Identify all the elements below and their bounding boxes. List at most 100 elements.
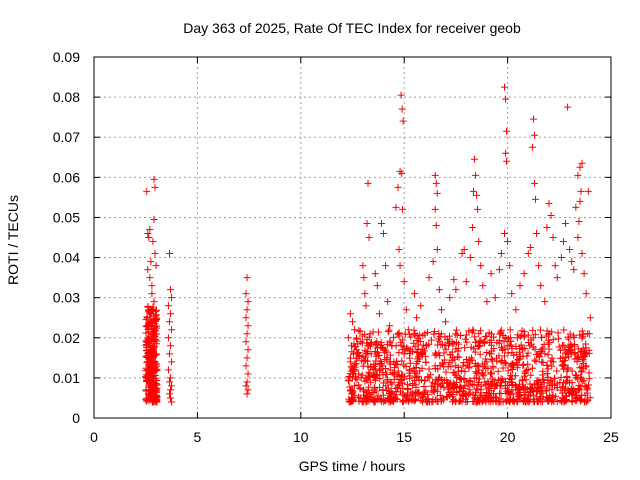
data-point — [455, 344, 463, 352]
data-point — [144, 338, 152, 346]
data-point — [577, 396, 585, 404]
data-point — [471, 348, 479, 356]
data-point — [452, 286, 460, 294]
data-point — [537, 348, 545, 356]
data-point — [411, 377, 419, 385]
data-point — [433, 246, 441, 254]
data-point — [575, 386, 583, 394]
data-point — [149, 303, 157, 311]
data-point — [402, 363, 410, 371]
data-point — [149, 326, 157, 334]
data-point — [468, 223, 476, 231]
data-point — [524, 250, 532, 258]
data-point — [515, 393, 523, 401]
plot-frame — [93, 56, 612, 419]
data-point — [516, 282, 524, 290]
x-tick-labels: 0 5 10 15 20 25 — [90, 429, 619, 445]
data-point — [463, 338, 471, 346]
data-point — [481, 392, 489, 400]
y-tick-label: 0.02 — [53, 330, 80, 346]
data-point — [484, 364, 492, 372]
data-point — [430, 330, 438, 338]
data-point — [412, 395, 420, 403]
data-point — [473, 369, 481, 377]
data-point — [429, 378, 437, 386]
data-point — [575, 353, 583, 361]
data-point — [148, 282, 156, 290]
data-point — [483, 332, 491, 340]
data-point — [147, 369, 155, 377]
data-point — [564, 386, 572, 394]
data-point — [492, 397, 500, 405]
data-point — [576, 197, 584, 205]
data-point — [520, 328, 528, 336]
data-point — [410, 396, 418, 404]
data-point — [571, 349, 579, 357]
data-point — [411, 290, 419, 298]
data-point — [439, 360, 447, 368]
data-point — [453, 338, 461, 346]
data-point — [425, 365, 433, 373]
data-point — [384, 298, 392, 306]
data-point — [372, 374, 380, 382]
data-point — [448, 348, 456, 356]
data-point — [149, 362, 157, 370]
data-point — [244, 346, 252, 354]
data-point — [146, 274, 154, 282]
x-tick-label: 10 — [293, 429, 309, 445]
data-point — [528, 143, 536, 151]
data-point — [153, 311, 161, 319]
data-point — [382, 262, 390, 270]
data-point — [479, 370, 487, 378]
data-point — [563, 377, 571, 385]
data-point — [574, 353, 582, 361]
data-point — [497, 358, 505, 366]
data-point — [475, 342, 483, 350]
data-point — [498, 346, 506, 354]
data-point — [146, 225, 154, 233]
data-point — [365, 370, 373, 378]
data-point — [548, 377, 556, 385]
data-point — [395, 349, 403, 357]
data-point — [145, 323, 153, 331]
data-point — [564, 364, 572, 372]
data-point — [408, 381, 416, 389]
data-point — [472, 362, 480, 370]
data-point — [520, 383, 528, 391]
data-point — [448, 357, 456, 365]
data-point — [357, 338, 365, 346]
data-point — [560, 341, 568, 349]
data-point — [386, 322, 394, 330]
data-point — [164, 334, 172, 342]
data-point — [427, 382, 435, 390]
data-point — [456, 375, 464, 383]
data-point — [538, 358, 546, 366]
data-point — [390, 370, 398, 378]
data-point — [396, 262, 404, 270]
data-point — [433, 351, 441, 359]
data-point — [529, 395, 537, 403]
data-point — [355, 370, 363, 378]
data-point — [547, 211, 555, 219]
data-point — [465, 390, 473, 398]
data-point — [557, 254, 565, 262]
data-point — [481, 360, 489, 368]
data-point — [434, 387, 442, 395]
data-point — [514, 356, 522, 364]
data-point — [392, 203, 400, 211]
data-point — [559, 358, 567, 366]
data-point — [243, 390, 251, 398]
data-point — [242, 362, 250, 370]
data-point — [488, 356, 496, 364]
data-point — [475, 342, 483, 350]
data-point — [402, 306, 410, 314]
data-point — [150, 398, 158, 406]
data-point — [372, 352, 380, 360]
data-point — [485, 389, 493, 397]
data-point — [515, 386, 523, 394]
data-point — [578, 327, 586, 335]
data-point — [473, 398, 481, 406]
data-point — [375, 366, 383, 374]
data-point — [512, 342, 520, 350]
